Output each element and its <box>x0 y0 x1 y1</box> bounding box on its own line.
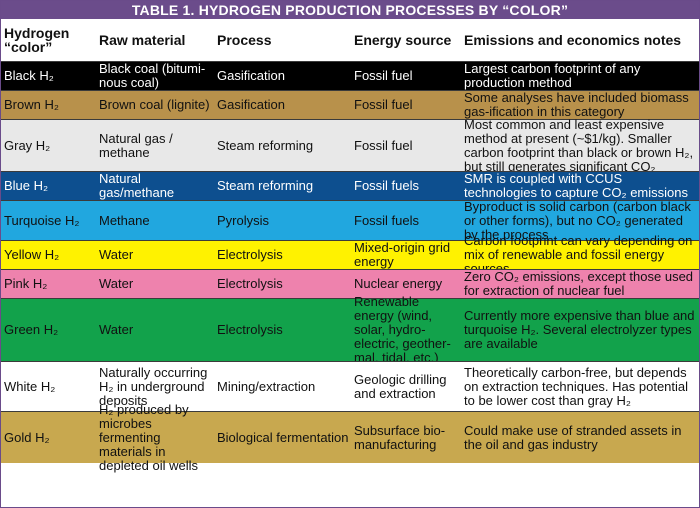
cell-raw-material: Naturally occurring H₂ in underground de… <box>99 364 208 408</box>
table-row: Yellow H₂ Water Electrolysis Mixed-origin g… <box>1 233 699 276</box>
table-row: Green H₂ Water Electrolysis Renewable energ… <box>1 294 699 365</box>
cell-raw-material: H₂ produced by microbes fermenting mater… <box>99 402 199 473</box>
table-title: TABLE 1. HYDROGEN PRODUCTION PROCESSES B… <box>1 1 699 19</box>
cell-raw-material: Black coal (bitumi-nous coal) <box>99 61 206 90</box>
header-notes: Emissions and economics notes <box>464 32 682 48</box>
cell-color: Blue H₂ <box>4 178 49 193</box>
cell-process: Gasification <box>217 97 285 112</box>
table-row: Gold H₂ H₂ produced by microbes fermentin… <box>1 402 699 473</box>
cell-raw-material: Brown coal (lignite) <box>99 97 210 112</box>
cell-process: Gasification <box>217 68 285 83</box>
table-row: Blue H₂ Natural gas/methane Steam reformin… <box>1 171 699 200</box>
cell-raw-material: Water <box>99 276 134 291</box>
cell-color: Brown H₂ <box>4 97 59 112</box>
cell-notes: SMR is coupled with CCUS technologies to… <box>464 171 688 200</box>
cell-color: Gold H₂ <box>4 429 50 445</box>
cell-process: Steam reforming <box>217 137 314 153</box>
cell-energy-source: Mixed-origin grid energy <box>354 240 451 269</box>
cell-notes: Some analyses have included biomass gas-… <box>464 90 689 119</box>
cell-notes: Currently more expensive than blue and t… <box>464 308 695 351</box>
table-row: Black H₂ Black coal (bitumi-nous coal) Gas… <box>1 61 699 90</box>
header-color: Hydrogen “color” <box>4 25 70 55</box>
cell-energy-source: Fossil fuel <box>354 68 413 83</box>
cell-energy-source: Renewable energy (wind, solar, hydro-ele… <box>354 294 451 365</box>
cell-color: Turquoise H₂ <box>4 212 80 228</box>
cell-process: Electrolysis <box>217 276 283 291</box>
cell-energy-source: Fossil fuel <box>354 137 413 153</box>
cell-raw-material: Natural gas/methane <box>99 171 175 200</box>
cell-color: Yellow H₂ <box>4 247 60 262</box>
cell-notes: Largest carbon footprint of any producti… <box>464 61 641 90</box>
table-row: White H₂ Naturally occurring H₂ in underg… <box>1 361 699 411</box>
cell-energy-source: Nuclear energy <box>354 276 443 291</box>
cell-color: Gray H₂ <box>4 137 51 153</box>
table-row: Gray H₂ Natural gas / methane Steam reform… <box>1 116 699 174</box>
header-raw-material: Raw material <box>99 32 186 48</box>
cell-raw-material: Natural gas / methane <box>99 130 173 160</box>
cell-process: Electrolysis <box>217 247 283 262</box>
cell-process: Biological fermentation <box>217 429 349 445</box>
cell-raw-material: Water <box>99 247 134 262</box>
cell-process: Steam reforming <box>217 178 314 193</box>
cell-raw-material: Methane <box>99 212 150 228</box>
cell-raw-material: Water <box>99 322 134 337</box>
cell-color: Green H₂ <box>4 322 59 337</box>
cell-notes: Byproduct is solid carbon (carbon black … <box>464 198 691 242</box>
cell-color: White H₂ <box>4 378 56 394</box>
cell-notes: Zero CO₂ emissions, except those used fo… <box>464 269 694 298</box>
table-row: Brown H₂ Brown coal (lignite) Gasification… <box>1 90 699 119</box>
cell-process: Mining/extraction <box>217 378 316 394</box>
cell-color: Pink H₂ <box>4 276 48 291</box>
header-energy-source: Energy source <box>354 32 452 48</box>
cell-energy-source: Fossil fuels <box>354 178 420 193</box>
cell-energy-source: Subsurface bio-manufacturing <box>354 422 446 452</box>
cell-energy-source: Fossil fuel <box>354 97 413 112</box>
cell-notes: Most common and least expensive method a… <box>464 116 694 174</box>
table-row: Pink H₂ Water Electrolysis Nuclear energy Ze… <box>1 269 699 298</box>
cell-notes: Carbon footprint can vary depending on m… <box>464 233 693 276</box>
cell-energy-source: Fossil fuels <box>354 212 420 228</box>
cell-energy-source: Geologic drilling and extraction <box>354 371 447 401</box>
cell-color: Black H₂ <box>4 68 54 83</box>
table-row: Turquoise H₂ Methane Pyrolysis Fossil fuels… <box>1 198 699 242</box>
header-row: Hydrogen “color” Raw material Process En… <box>1 19 699 61</box>
cell-notes: Could make use of stranded assets in the… <box>464 422 682 452</box>
cell-notes: Theoretically carbon-free, but depends o… <box>464 364 689 408</box>
cell-process: Pyrolysis <box>217 212 270 228</box>
cell-process: Electrolysis <box>217 322 283 337</box>
header-process: Process <box>217 32 272 48</box>
